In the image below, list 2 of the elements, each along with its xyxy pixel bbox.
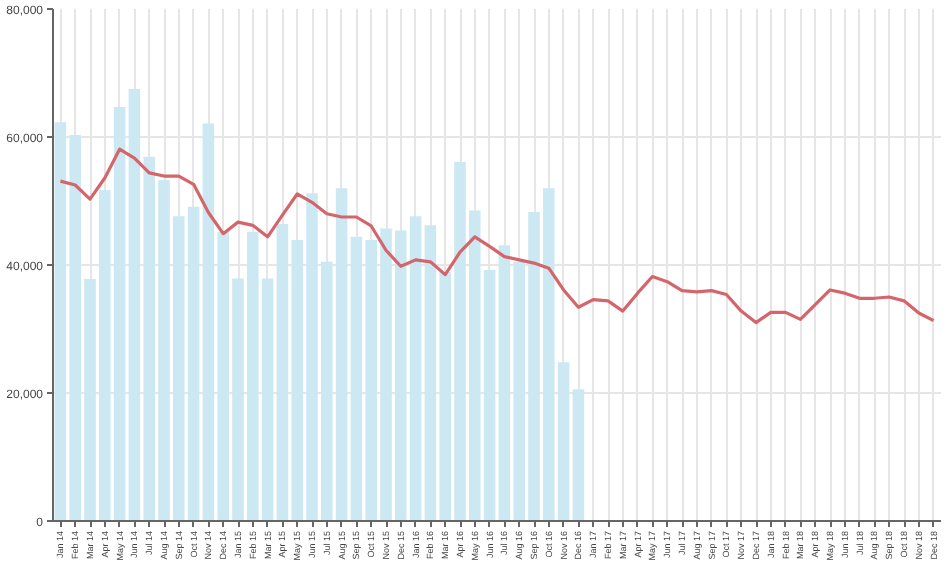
- bar: [572, 389, 585, 521]
- line-series: [58, 147, 936, 325]
